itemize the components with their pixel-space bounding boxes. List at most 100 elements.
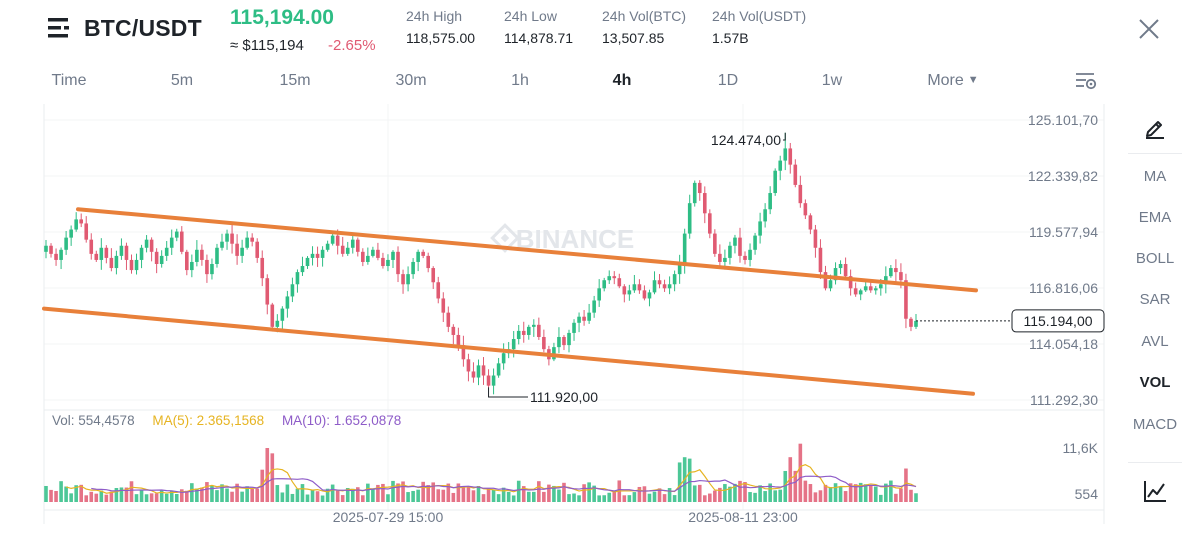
- indicator-vol[interactable]: VOL: [1139, 374, 1171, 391]
- indicator-ema[interactable]: EMA: [1138, 209, 1172, 226]
- candle: [285, 290, 290, 318]
- chart-settings-icon[interactable]: [1074, 70, 1098, 92]
- channel-lines: [42, 207, 978, 396]
- volume-bar: [572, 493, 576, 502]
- volume-bar: [240, 491, 244, 502]
- volume-axis: 11,6K 554: [1062, 440, 1098, 502]
- indicator-boll[interactable]: BOLL: [1135, 250, 1175, 267]
- volume-ma5-line: [65, 464, 917, 494]
- volume-bar: [647, 493, 652, 502]
- time-tick-label: 2025-07-29 15:00: [333, 509, 444, 525]
- candle: [366, 247, 370, 265]
- candle: [567, 329, 571, 353]
- stat-value: 118,575.00: [406, 30, 476, 46]
- volume-bar: [873, 486, 878, 502]
- tab-1h[interactable]: 1h: [511, 72, 529, 89]
- candle: [758, 212, 762, 244]
- candle: [597, 279, 601, 307]
- volume-bar: [230, 491, 234, 502]
- indicator-avl[interactable]: AVL: [1141, 333, 1169, 350]
- volume-bar: [889, 480, 893, 502]
- indicator-ma[interactable]: MA: [1143, 168, 1167, 185]
- volume-bar: [325, 488, 330, 502]
- volume-bar: [446, 483, 451, 502]
- candle: [516, 325, 521, 345]
- volume-bar: [185, 490, 189, 502]
- tab-time[interactable]: Time: [51, 72, 87, 89]
- volume-ma10-line: [91, 475, 917, 493]
- candle: [345, 241, 350, 256]
- close-icon[interactable]: [1136, 16, 1162, 42]
- indicator-macd[interactable]: MACD: [1132, 416, 1178, 433]
- volume-bar: [164, 493, 169, 502]
- volume-bar: [687, 458, 692, 502]
- tab-30m[interactable]: 30m: [395, 72, 427, 89]
- candle: [64, 230, 68, 255]
- trading-pair[interactable]: BTC/USDT: [84, 15, 202, 41]
- volume-bar: [627, 495, 632, 502]
- volume-bar: [526, 491, 531, 502]
- volume-bar: [174, 493, 179, 502]
- candle: [401, 269, 405, 294]
- volume-bar: [355, 487, 360, 502]
- volume-bar: [134, 494, 139, 502]
- candle: [652, 271, 657, 295]
- candle: [793, 159, 798, 188]
- candle: [496, 357, 501, 378]
- candle: [471, 362, 476, 383]
- volume-bar: [506, 491, 511, 502]
- volume-bar: [496, 494, 501, 502]
- candle: [220, 233, 224, 251]
- volume-bar: [64, 486, 68, 502]
- tab-1w[interactable]: 1w: [821, 72, 843, 89]
- volume-bar: [310, 489, 315, 502]
- volume-bar: [521, 486, 526, 502]
- candle: [692, 180, 697, 207]
- candle: [602, 277, 607, 292]
- volume-bar: [154, 493, 159, 502]
- candle: [557, 327, 561, 354]
- candle: [853, 282, 858, 297]
- tab-4h[interactable]: 4h: [612, 72, 632, 89]
- candle: [521, 321, 526, 343]
- candle: [185, 249, 189, 276]
- candle: [657, 274, 662, 289]
- menu-lines-icon[interactable]: [48, 17, 72, 39]
- volume-bar: [49, 489, 53, 502]
- stat-value: 114,878.71: [504, 30, 574, 46]
- tab-5m[interactable]: 5m: [170, 72, 194, 89]
- candle: [89, 233, 94, 260]
- candle: [532, 319, 536, 337]
- indicator-sar[interactable]: SAR: [1139, 291, 1171, 308]
- candle: [290, 277, 295, 303]
- channel-lower-line[interactable]: [42, 306, 975, 396]
- volume-bar: [371, 489, 375, 502]
- tab-1d[interactable]: 1D: [717, 72, 739, 89]
- volume-bar: [723, 484, 727, 502]
- volume-bar: [833, 483, 838, 502]
- volume-bar: [677, 462, 682, 502]
- channel-upper-line[interactable]: [76, 207, 978, 293]
- volume-bar: [119, 487, 124, 502]
- volume-bar: [74, 485, 78, 502]
- panel-divider: [1128, 153, 1182, 154]
- tab-15m[interactable]: 15m: [279, 72, 311, 89]
- volume-bar: [220, 484, 224, 502]
- volume-bar: [386, 494, 390, 502]
- volume-tick-label: 554: [1075, 486, 1099, 502]
- volume-bar: [758, 485, 762, 502]
- volume-bar: [843, 491, 848, 502]
- price-tick-label: 119.577,94: [1029, 224, 1098, 240]
- volume-bar: [290, 493, 295, 502]
- volume-bar: [511, 495, 516, 502]
- line-chart-icon[interactable]: [1142, 478, 1168, 504]
- candle: [486, 369, 491, 388]
- volume-bar: [144, 494, 149, 502]
- pencil-icon[interactable]: [1143, 115, 1167, 139]
- price-change-percent: -2.65%: [328, 37, 376, 54]
- candle: [350, 235, 355, 254]
- stat-24h-high: 24h High 118,575.00: [406, 8, 475, 46]
- tab-more[interactable]: More ▼: [927, 72, 978, 90]
- volume-bar: [667, 488, 672, 502]
